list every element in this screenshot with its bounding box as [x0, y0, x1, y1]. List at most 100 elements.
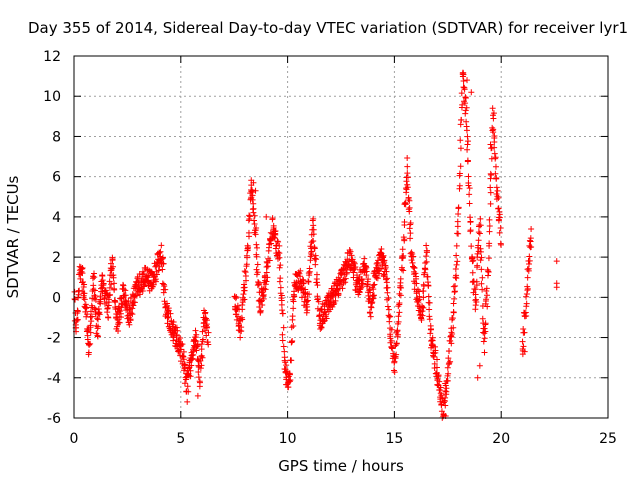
data-point [277, 275, 284, 282]
x-tick-label: 5 [176, 431, 185, 447]
data-point [306, 291, 313, 298]
data-point [492, 170, 499, 177]
data-point [351, 259, 358, 266]
data-point [184, 383, 191, 390]
data-point [452, 283, 459, 290]
data-point [528, 244, 535, 251]
data-point [457, 137, 464, 144]
data-point [371, 281, 378, 288]
data-point [322, 311, 329, 318]
data-point [75, 291, 82, 298]
data-point [486, 228, 493, 235]
data-point [106, 291, 113, 298]
data-point [108, 281, 115, 288]
data-point [396, 309, 403, 316]
data-point [312, 261, 319, 268]
data-point [496, 229, 503, 236]
data-point [387, 313, 394, 320]
y-tick-label: 6 [52, 170, 61, 186]
data-point [116, 308, 123, 315]
data-point [238, 324, 245, 331]
data-point [394, 327, 401, 334]
data-point [350, 269, 357, 276]
data-point [329, 288, 336, 295]
data-point [445, 355, 452, 362]
data-point [97, 298, 104, 305]
data-point [195, 369, 202, 376]
data-point [87, 340, 94, 347]
data-point [406, 204, 413, 211]
data-point [438, 392, 445, 399]
data-point [367, 313, 374, 320]
data-point [427, 330, 434, 337]
data-point [314, 295, 321, 302]
data-point [341, 265, 348, 272]
data-point [380, 252, 387, 259]
data-point [187, 373, 194, 380]
data-point [279, 307, 286, 314]
data-point [460, 78, 467, 85]
data-point [458, 90, 465, 97]
data-point [466, 185, 473, 192]
data-point [133, 292, 140, 299]
data-point [266, 257, 273, 264]
data-point [281, 348, 288, 355]
data-point [199, 338, 206, 345]
data-point [192, 327, 199, 334]
data-point [361, 255, 368, 262]
data-point [481, 335, 488, 342]
data-point [304, 297, 311, 304]
data-point [237, 334, 244, 341]
data-point [459, 71, 466, 78]
data-point [404, 154, 411, 161]
data-point [194, 342, 201, 349]
data-point [453, 261, 460, 268]
data-point [458, 116, 465, 123]
data-point [426, 316, 433, 323]
data-point [386, 313, 393, 320]
y-tick-label: 8 [52, 129, 61, 145]
data-point [400, 252, 407, 259]
data-point [524, 285, 531, 292]
data-point [250, 179, 257, 186]
data-point [385, 306, 392, 313]
data-point [467, 227, 474, 234]
y-tick-label: -4 [47, 371, 61, 387]
data-point [243, 261, 250, 268]
data-point [553, 284, 560, 291]
data-point [356, 289, 363, 296]
data-point [427, 326, 434, 333]
data-point [388, 337, 395, 344]
data-point [490, 115, 497, 122]
data-point [374, 275, 381, 282]
data-point [264, 274, 271, 281]
data-point [197, 357, 204, 364]
data-point [477, 222, 484, 229]
data-point [419, 304, 426, 311]
data-point [96, 311, 103, 318]
data-point [469, 258, 476, 265]
data-point [88, 318, 95, 325]
data-point [373, 274, 380, 281]
data-point [397, 292, 404, 299]
data-point [188, 356, 195, 363]
data-point [470, 257, 477, 264]
data-point [553, 258, 560, 265]
data-point [454, 258, 461, 265]
data-point [249, 196, 256, 203]
data-point [257, 308, 264, 315]
data-point [401, 218, 408, 225]
y-tick-label: 4 [52, 210, 61, 226]
data-point [452, 266, 459, 273]
data-point [472, 306, 479, 313]
data-point [126, 321, 133, 328]
data-point [481, 349, 488, 356]
data-point [314, 282, 321, 289]
data-point [482, 328, 489, 335]
data-point [179, 353, 186, 360]
data-point [112, 298, 119, 305]
data-point [399, 246, 406, 253]
data-point [491, 144, 498, 151]
data-point [475, 237, 482, 244]
data-point [391, 369, 398, 376]
